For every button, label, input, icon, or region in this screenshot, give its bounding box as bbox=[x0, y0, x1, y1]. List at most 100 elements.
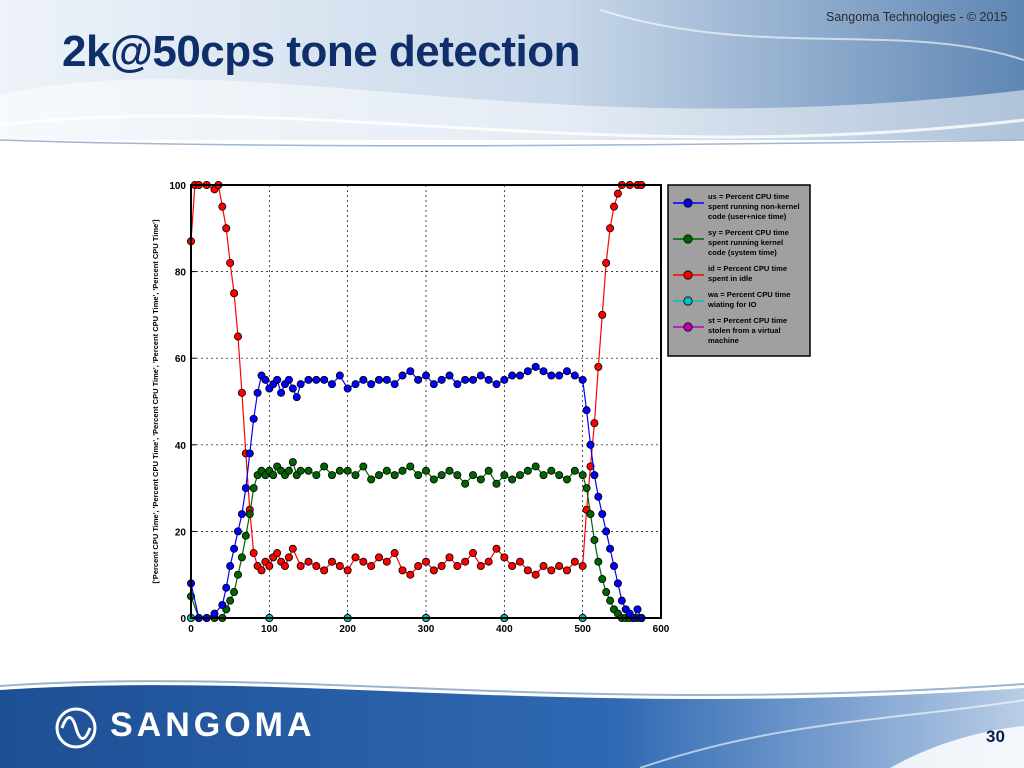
data-point-id bbox=[500, 553, 509, 562]
series-layer bbox=[187, 180, 646, 622]
data-point-us bbox=[461, 375, 470, 384]
data-point-us bbox=[234, 527, 243, 536]
data-point-sy bbox=[398, 466, 407, 475]
data-point-sy bbox=[598, 575, 607, 584]
data-point-sy bbox=[304, 466, 313, 475]
data-point-sy bbox=[230, 588, 239, 597]
data-point-id bbox=[468, 549, 477, 558]
legend-label-us: spent running non-kernel bbox=[708, 202, 800, 211]
data-point-us bbox=[468, 375, 477, 384]
data-point-us bbox=[273, 375, 282, 384]
data-point-sy bbox=[406, 462, 415, 471]
data-point-id bbox=[586, 462, 595, 471]
page-number: 30 bbox=[986, 727, 1005, 746]
data-point-id bbox=[273, 549, 282, 558]
data-point-us bbox=[617, 596, 626, 605]
series-line-us bbox=[190, 366, 642, 620]
data-point-us bbox=[296, 380, 305, 389]
data-point-id bbox=[578, 562, 587, 571]
data-point-id bbox=[382, 557, 391, 566]
data-point-sy bbox=[390, 471, 399, 480]
footer-band bbox=[0, 660, 1024, 768]
data-point-sy bbox=[590, 536, 599, 545]
data-point-us bbox=[335, 371, 344, 380]
data-point-sy bbox=[523, 466, 532, 475]
x-tick-label: 100 bbox=[261, 624, 278, 635]
x-tick-label: 0 bbox=[188, 624, 194, 635]
data-point-sy bbox=[241, 531, 250, 540]
data-point-id bbox=[359, 557, 368, 566]
legend-label-id: spent in idle bbox=[708, 274, 752, 283]
data-point-id bbox=[249, 549, 258, 558]
data-point-us bbox=[515, 371, 524, 380]
data-point-us bbox=[237, 510, 246, 519]
data-point-sy bbox=[320, 462, 329, 471]
data-point-sy bbox=[269, 471, 278, 480]
data-point-us bbox=[531, 362, 540, 371]
data-point-id bbox=[429, 566, 438, 575]
data-point-id bbox=[609, 202, 618, 211]
data-point-sy bbox=[351, 471, 360, 480]
data-point-us bbox=[414, 375, 423, 384]
series-line-sy bbox=[190, 460, 642, 619]
legend-label-sy: sy = Percent CPU time bbox=[708, 228, 789, 237]
data-point-sy bbox=[578, 471, 587, 480]
data-point-sy bbox=[508, 475, 517, 484]
data-point-us bbox=[359, 375, 368, 384]
data-point-us bbox=[539, 367, 548, 376]
grid-lines bbox=[190, 184, 662, 619]
data-point-us bbox=[261, 375, 270, 384]
data-point-sy bbox=[570, 466, 579, 475]
data-point-sy bbox=[602, 588, 611, 597]
data-point-us bbox=[210, 609, 219, 618]
data-point-us bbox=[292, 393, 301, 402]
data-point-sy bbox=[453, 471, 462, 480]
data-point-us bbox=[606, 544, 615, 553]
data-point-us bbox=[312, 375, 321, 384]
brand-name: SANGOMA bbox=[110, 706, 316, 744]
data-point-us bbox=[500, 375, 509, 384]
data-point-id bbox=[218, 202, 227, 211]
data-point-id bbox=[539, 562, 548, 571]
data-point-sy bbox=[539, 471, 548, 480]
data-point-id bbox=[594, 362, 603, 371]
data-point-us bbox=[390, 380, 399, 389]
data-point-us bbox=[445, 371, 454, 380]
data-point-sy bbox=[468, 471, 477, 480]
data-point-id bbox=[547, 566, 556, 575]
data-point-id bbox=[374, 553, 383, 562]
data-point-sy bbox=[327, 471, 336, 480]
data-point-id bbox=[590, 419, 599, 428]
data-point-id bbox=[421, 557, 430, 566]
data-point-us bbox=[613, 579, 622, 588]
data-point-us bbox=[586, 440, 595, 449]
data-point-us bbox=[508, 371, 517, 380]
legend-marker-us bbox=[683, 198, 693, 208]
legend-label-st: st = Percent CPU time bbox=[708, 316, 787, 325]
legend-marker-st bbox=[683, 322, 693, 332]
data-point-id bbox=[280, 562, 289, 571]
data-point-sy bbox=[234, 570, 243, 579]
data-point-id bbox=[390, 549, 399, 558]
data-point-sy bbox=[547, 466, 556, 475]
data-point-sy bbox=[288, 458, 297, 467]
sangoma-logo-icon bbox=[55, 707, 97, 749]
data-point-sy bbox=[374, 471, 383, 480]
data-point-us bbox=[437, 375, 446, 384]
data-point-us bbox=[492, 380, 501, 389]
data-point-sy bbox=[312, 471, 321, 480]
data-point-id bbox=[312, 562, 321, 571]
data-point-us bbox=[253, 388, 262, 397]
data-point-us bbox=[633, 605, 642, 614]
y-axis-label: ['Percent CPU Time', 'Percent CPU Time',… bbox=[151, 219, 160, 583]
data-point-us bbox=[304, 375, 313, 384]
data-point-us bbox=[249, 414, 258, 423]
cpu-time-chart: 0 100 200 300 400 500 600 0 20 40 60 80 100 ['Percent… bbox=[151, 180, 811, 635]
data-point-id bbox=[531, 570, 540, 579]
x-tick-label: 300 bbox=[418, 624, 435, 635]
legend-label-us: us = Percent CPU time bbox=[708, 192, 789, 201]
data-point-us bbox=[382, 375, 391, 384]
data-point-sy bbox=[562, 475, 571, 484]
legend-label-wa: wiating for IO bbox=[707, 300, 757, 309]
